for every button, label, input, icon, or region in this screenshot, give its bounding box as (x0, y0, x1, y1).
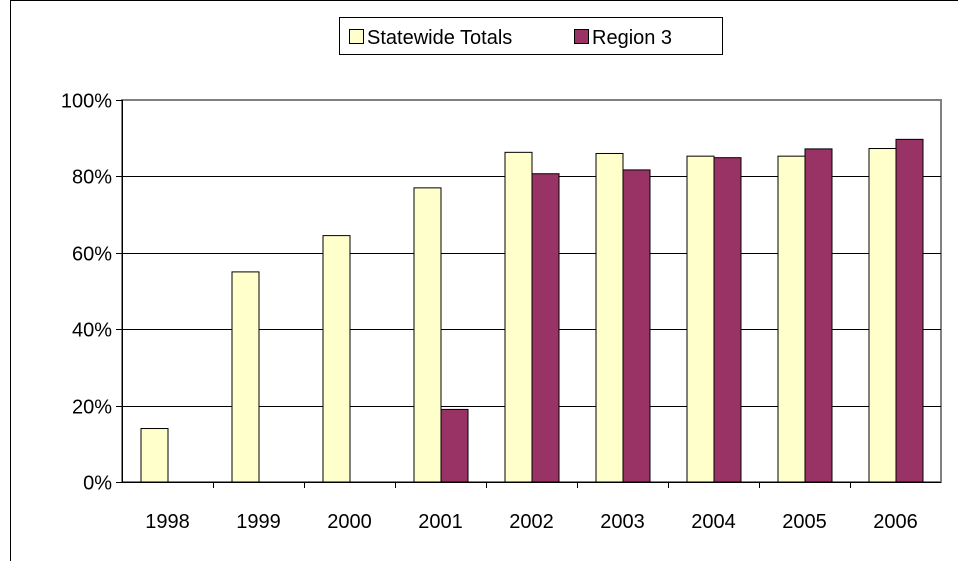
legend-swatch-statewide (349, 29, 364, 44)
bar-statewide-1998 (140, 428, 169, 483)
bar-region3-2002 (531, 173, 560, 483)
x-tick-label: 2006 (873, 511, 918, 533)
x-tick-label: 2005 (782, 511, 827, 533)
x-tick-label: 1999 (236, 511, 281, 533)
axes: 0% 20% 40% 60% 80% 100% 1998 1999 2000 2001 2002 20… (61, 91, 941, 533)
y-tick-label: 80% (72, 167, 112, 189)
legend-swatch-region3 (574, 29, 589, 44)
x-tick-label: 1998 (145, 511, 190, 533)
bar-region3-2004 (713, 157, 742, 483)
bar-statewide-2000 (322, 235, 351, 483)
x-tick-label: 2003 (600, 511, 645, 533)
bar-region3-2005 (804, 148, 833, 483)
bar-statewide-1999 (231, 271, 260, 483)
bar-statewide-2003 (595, 152, 624, 483)
bar-region3-2003 (622, 169, 651, 483)
y-tick-label: 20% (72, 397, 112, 419)
bar-statewide-2006 (868, 148, 897, 483)
bar-region3-2001 (440, 408, 469, 483)
legend-label-region3: Region 3 (592, 27, 672, 49)
legend-label-statewide: Statewide Totals (367, 27, 512, 49)
bar-region3-2006 (895, 138, 924, 483)
x-tick-label: 2000 (327, 511, 372, 533)
x-tick-label: 2004 (691, 511, 736, 533)
bar-statewide-2002 (504, 151, 533, 483)
bar-statewide-2004 (686, 155, 715, 483)
y-tick-label: 0% (83, 473, 112, 495)
x-tick-label: 2002 (509, 511, 554, 533)
legend: Statewide Totals Region 3 (339, 17, 723, 55)
x-tick-label: 2001 (418, 511, 463, 533)
y-tick-label: 60% (72, 244, 112, 266)
bar-statewide-2001 (413, 187, 442, 483)
bars (140, 138, 924, 483)
legend-box (339, 17, 723, 55)
y-tick-label: 40% (72, 320, 112, 342)
y-tick-label: 100% (61, 91, 112, 113)
bar-statewide-2005 (777, 155, 806, 483)
